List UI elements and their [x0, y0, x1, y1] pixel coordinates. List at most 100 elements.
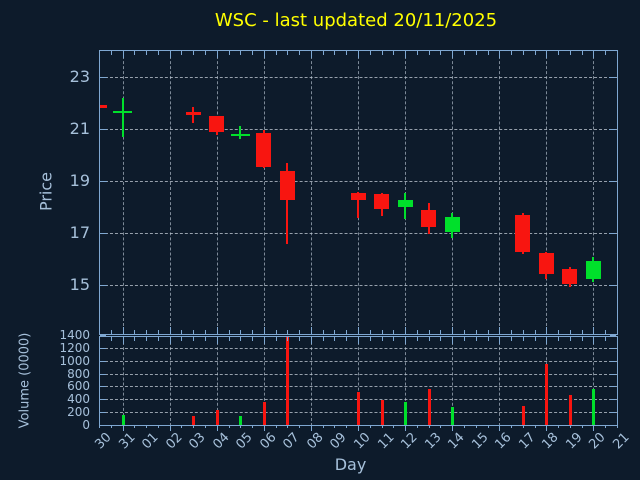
x-tick-mark [275, 330, 277, 334]
x-tick-mark [346, 51, 348, 55]
x-tick-mark [534, 337, 536, 341]
candle-wick [357, 192, 359, 219]
x-tick-mark [452, 51, 454, 58]
volume-bar-13 [427, 389, 431, 425]
x-tick-mark [122, 425, 124, 431]
volume-tick-mark [610, 347, 616, 349]
x-tick-mark [193, 337, 195, 341]
x-tick-mark [452, 425, 454, 431]
x-tick-mark [593, 425, 595, 431]
candle-body [515, 215, 531, 252]
volume-gridline [100, 347, 617, 349]
x-tick-mark [169, 327, 171, 334]
candle-body [209, 115, 225, 132]
candle-body [100, 104, 107, 108]
day-gridline [358, 51, 359, 326]
price-tick-mark [100, 76, 107, 78]
volume-tick-mark [100, 335, 106, 336]
price-tick-mark [609, 232, 616, 234]
x-tick-mark [334, 425, 336, 428]
x-tick-mark [122, 337, 124, 344]
x-axis-title: Day [334, 455, 367, 474]
candle-body [421, 209, 437, 228]
x-tick-mark [299, 330, 301, 334]
volume-tick-mark [100, 399, 106, 401]
day-gridline [216, 51, 218, 326]
x-tick-mark [522, 51, 524, 55]
x-tick-mark [416, 51, 418, 55]
x-tick-mark [157, 337, 159, 341]
x-tick-mark [558, 330, 560, 334]
x-tick-mark [511, 425, 513, 428]
x-tick-mark [369, 337, 371, 341]
x-tick-mark [499, 337, 501, 344]
x-tick-mark [381, 425, 383, 428]
x-tick-mark [346, 330, 348, 334]
x-tick-mark [322, 337, 324, 341]
x-tick-mark [546, 327, 548, 334]
x-tick-mark [134, 337, 136, 341]
day-gridline [216, 337, 218, 425]
x-tick-mark [134, 425, 136, 428]
x-tick-mark [287, 330, 289, 334]
price-tick-mark [609, 76, 616, 78]
x-tick-mark [216, 327, 218, 334]
day-gridline [358, 337, 359, 425]
chart-title: WSC - last updated 20/11/2025 [214, 10, 498, 31]
x-tick-mark [263, 51, 265, 58]
x-tick-mark [405, 327, 407, 334]
x-tick-mark [299, 337, 301, 341]
x-tick-mark [322, 425, 324, 428]
x-tick-mark [240, 337, 242, 341]
x-tick-mark [393, 425, 395, 428]
x-tick-mark [204, 330, 206, 334]
x-tick-mark [558, 51, 560, 55]
candle-wick [239, 126, 242, 140]
x-tick-mark [605, 425, 607, 428]
volume-gridline [100, 386, 617, 388]
price-tick-mark [609, 284, 616, 286]
x-tick-mark [228, 330, 230, 334]
x-tick-mark [122, 327, 124, 334]
x-tick-mark [428, 330, 430, 334]
x-tick-mark [110, 425, 112, 428]
price-tick-mark [100, 180, 107, 182]
x-tick-mark [263, 327, 265, 334]
x-tick-mark [569, 337, 571, 341]
x-tick-mark [405, 51, 407, 58]
volume-tick-mark [100, 412, 106, 414]
x-tick-mark [275, 337, 277, 341]
x-tick-mark [581, 330, 583, 334]
x-tick-mark [334, 337, 336, 341]
x-tick-mark [299, 425, 301, 428]
x-tick-mark [228, 337, 230, 341]
x-tick-mark [146, 337, 148, 341]
x-tick-mark [605, 51, 607, 55]
volume-tick-mark [100, 347, 106, 349]
volume-gridline [100, 373, 617, 375]
x-tick-mark [310, 51, 312, 58]
candle-body [444, 216, 460, 232]
volume-tick-label: 1000 [59, 353, 90, 368]
x-tick-mark [193, 425, 195, 428]
price-tick-mark [609, 128, 616, 130]
x-tick-mark [546, 51, 548, 58]
x-tick-mark [428, 51, 430, 55]
x-tick-mark [440, 51, 442, 55]
x-tick-mark [511, 337, 513, 341]
volume-tick-label: 0 [82, 418, 90, 432]
x-tick-mark [169, 337, 171, 344]
candle-body [350, 192, 366, 201]
x-tick-mark [546, 337, 548, 344]
x-tick-mark [475, 425, 477, 428]
x-tick-mark [122, 51, 124, 58]
candle-body [374, 193, 390, 209]
x-tick-mark [546, 425, 548, 431]
volume-tick-mark [100, 373, 106, 375]
volume-bar-12 [404, 402, 408, 425]
x-tick-mark [511, 330, 513, 334]
day-gridline [122, 337, 124, 425]
x-tick-mark [369, 330, 371, 334]
x-tick-mark [204, 51, 206, 55]
x-tick-mark [463, 425, 465, 428]
